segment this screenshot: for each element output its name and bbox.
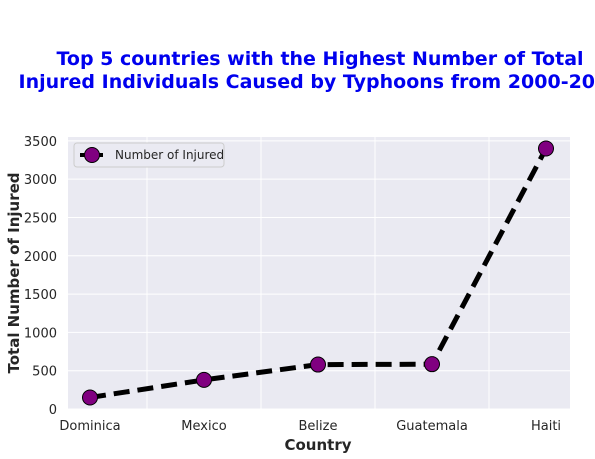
data-point-group bbox=[82, 140, 554, 406]
data-point-marker bbox=[538, 140, 554, 157]
y-tick-label: 2000 bbox=[24, 250, 57, 265]
x-tick-label: Guatemala bbox=[396, 419, 468, 434]
legend-label: Number of Injured bbox=[115, 148, 224, 162]
y-tick-labels: 0 500 1000 1500 2000 2500 3000 3500 bbox=[24, 135, 57, 418]
legend-marker-swatch bbox=[84, 147, 100, 163]
grid-lines bbox=[68, 137, 570, 410]
x-tick-label: Dominica bbox=[59, 419, 120, 434]
data-point-marker bbox=[82, 389, 98, 406]
chart-title-line-2: Injured Individuals Caused by Typhoons f… bbox=[18, 71, 595, 93]
y-tick-label: 500 bbox=[32, 365, 57, 380]
y-tick-label: 3500 bbox=[24, 135, 57, 150]
data-point-marker bbox=[310, 356, 326, 373]
legend-box bbox=[73, 142, 225, 168]
y-tick-label: 0 bbox=[49, 403, 57, 418]
x-tick-labels: Dominica Mexico Belize Guatemala Haiti bbox=[59, 419, 561, 434]
x-tick-label: Belize bbox=[299, 419, 338, 434]
chart-title: Top 5 countries with the Highest Number … bbox=[0, 48, 595, 94]
y-tick-label: 1500 bbox=[24, 288, 57, 303]
x-tick-label: Mexico bbox=[181, 419, 226, 434]
data-point-marker bbox=[424, 356, 440, 373]
chart-title-line-1: Top 5 countries with the Highest Number … bbox=[56, 48, 584, 70]
y-tick-label: 1000 bbox=[24, 326, 57, 341]
y-axis-label: Total Number of Injured bbox=[5, 172, 23, 373]
x-axis-label: Country bbox=[284, 436, 351, 454]
legend: Number of Injured bbox=[73, 142, 225, 168]
x-tick-label: Haiti bbox=[531, 419, 561, 434]
data-point-marker bbox=[196, 371, 212, 388]
y-tick-label: 2500 bbox=[24, 211, 57, 226]
y-tick-label: 3000 bbox=[24, 173, 57, 188]
